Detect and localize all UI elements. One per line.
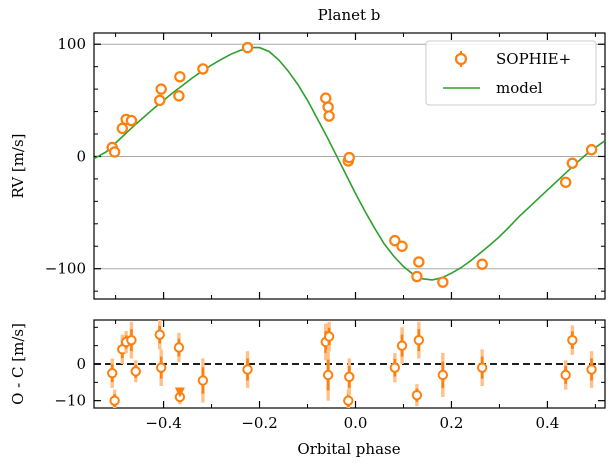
rv-point: [174, 71, 186, 83]
x-tick-label: 0.0: [344, 414, 368, 432]
x-tick-label: −0.4: [145, 414, 181, 432]
rv-point: [585, 144, 598, 156]
rv-point: [197, 63, 209, 75]
residual-series: [107, 320, 597, 408]
residual-point: [130, 366, 141, 377]
residual-point: [107, 367, 118, 379]
residual-point: [154, 329, 165, 340]
residual-point: [344, 371, 355, 383]
residual-point: [173, 342, 185, 353]
rv-point: [566, 157, 579, 169]
residual-point: [437, 369, 449, 381]
rv-point: [437, 276, 449, 288]
y-tick-label: −10: [54, 392, 86, 410]
residual-point: [343, 395, 354, 406]
residual-point: [155, 362, 167, 373]
top-panel-frame: [93, 32, 606, 300]
y-tick-label: 0: [76, 355, 86, 373]
residual-point: [560, 369, 571, 381]
residual-point: [586, 364, 597, 375]
bottom-panel: 0 −10 −0.4 −0.2 0.0 0.2 0.4 O - C [m/s]: [9, 319, 606, 432]
rv-point: [476, 258, 488, 270]
rv-point: [108, 146, 121, 158]
rv-point: [559, 176, 572, 188]
residual-point: [126, 334, 137, 346]
rv-point: [116, 122, 129, 135]
rv-point: [320, 92, 332, 104]
top-y-ticks: 100 0 −100: [45, 35, 605, 292]
x-tick-label: 0.4: [535, 414, 559, 432]
residual-point: [389, 362, 401, 373]
legend-label-sophie: SOPHIE+: [496, 50, 571, 68]
residual-point: [323, 331, 335, 342]
rv-point: [343, 151, 355, 164]
y-tick-label: 0: [76, 147, 86, 165]
x-axis-label: Orbital phase: [297, 440, 400, 458]
residual-point: [413, 334, 425, 346]
rv-point: [323, 110, 335, 122]
legend-label-model: model: [496, 79, 543, 97]
rv-point: [154, 94, 166, 107]
x-tick-label: 0.2: [440, 414, 464, 432]
chart-title: Planet b: [318, 6, 381, 24]
legend-marker-sophie: [454, 51, 468, 67]
legend-box: [425, 40, 597, 106]
top-y-axis-label: RV [m/s]: [9, 133, 27, 198]
rv-point: [413, 256, 425, 268]
residual-point: [322, 369, 334, 381]
bottom-y-ticks: 0 −10: [54, 326, 605, 410]
residual-point: [242, 364, 253, 375]
residual-point: [197, 375, 209, 386]
residual-point: [476, 362, 488, 373]
bottom-y-axis-label: O - C [m/s]: [9, 323, 27, 405]
residual-point: [396, 340, 408, 351]
residual-point: [567, 334, 578, 346]
y-tick-label: 100: [57, 35, 86, 53]
residual-point: [411, 389, 423, 401]
sophie-series: [106, 41, 598, 288]
rv-point: [125, 114, 138, 127]
y-tick-label: −100: [45, 260, 86, 278]
rv-point: [322, 101, 334, 113]
residual-arrow-marker: [174, 387, 185, 398]
bottom-x-ticks: −0.4 −0.2 0.0 0.2 0.4: [115, 320, 596, 432]
rv-point: [173, 90, 185, 102]
rv-point: [241, 41, 254, 54]
x-tick-label: −0.2: [241, 414, 277, 432]
residual-point: [109, 395, 120, 406]
top-panel: 100 0 −100 RV [m/s] SOPHIE+ model: [9, 32, 606, 300]
model-series: [93, 46, 606, 281]
top-x-ticks: [115, 33, 596, 299]
rv-point: [389, 234, 401, 247]
rv-point: [396, 240, 408, 252]
rv-point: [155, 83, 167, 95]
legend: SOPHIE+ model: [425, 40, 597, 106]
rv-point: [411, 270, 423, 283]
model-curve: [93, 46, 606, 281]
